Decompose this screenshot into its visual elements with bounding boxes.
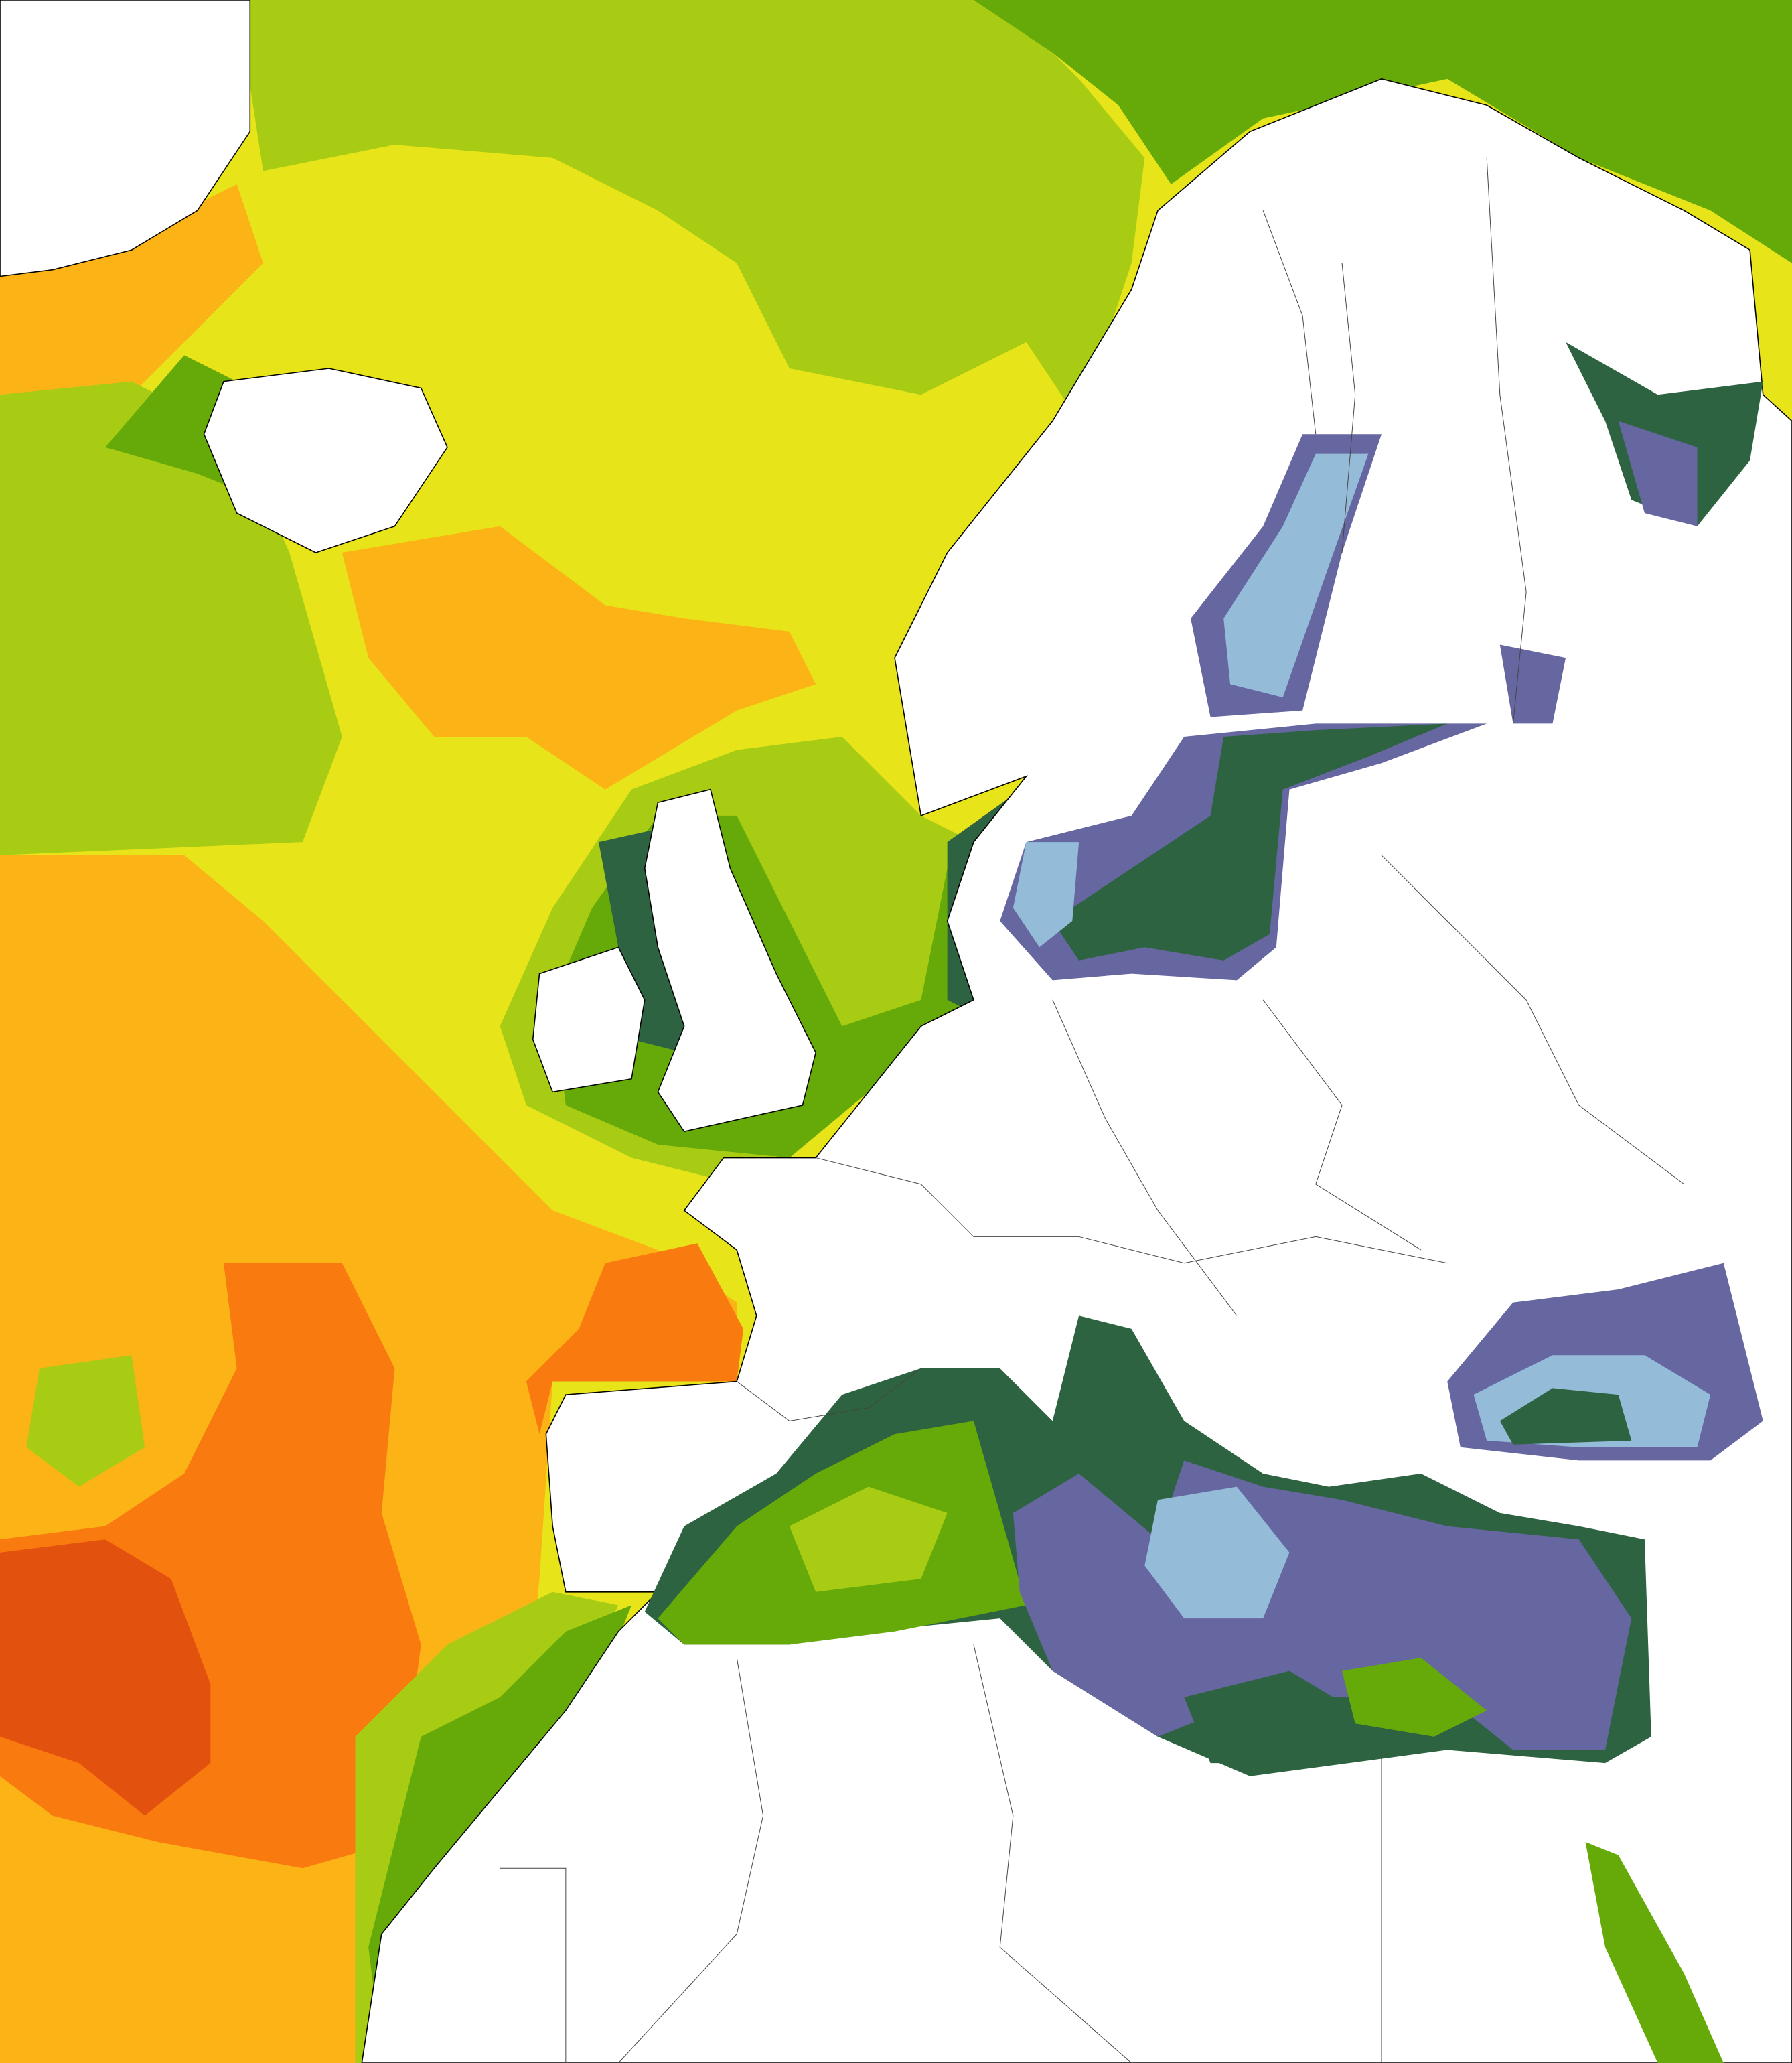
border: [1486, 157, 1527, 724]
zone-lightblue: [1013, 842, 1079, 948]
zone-green: [973, 0, 1792, 263]
border: [736, 1368, 921, 1421]
border: [973, 1644, 1132, 2063]
zone-darkgreen: [1184, 1670, 1355, 1764]
border: [618, 1657, 764, 2063]
zone-darkorange: [526, 1243, 744, 1435]
ireland: [532, 946, 646, 1093]
border: [1341, 263, 1356, 553]
lake: [1499, 644, 1566, 724]
zone-yellowgreen: [236, 0, 1145, 421]
border: [1381, 855, 1685, 1185]
zone-redorange: [0, 1539, 211, 1816]
red-sea: [1585, 1842, 1724, 2063]
zone-lightblue: [1223, 453, 1369, 698]
white-sea: [1566, 342, 1763, 526]
border: [1262, 999, 1422, 1251]
zone-purple: [1618, 421, 1698, 526]
zone-darkgreen: [1052, 723, 1448, 961]
zone-lightblue: [1144, 1486, 1290, 1619]
zone-yellowgreen: [789, 1486, 948, 1592]
great-britain: [644, 788, 816, 1133]
border: [1262, 210, 1317, 435]
border: [500, 1867, 567, 2063]
zone-yellowgreen: [26, 1355, 145, 1487]
border: [816, 1157, 1448, 1264]
border: [1052, 999, 1238, 1316]
iceland: [203, 368, 448, 553]
zone-orange: [342, 526, 816, 790]
greenland: [0, 0, 251, 277]
zone-green: [1342, 1658, 1487, 1737]
zone-darkgreen: [1499, 1388, 1632, 1445]
